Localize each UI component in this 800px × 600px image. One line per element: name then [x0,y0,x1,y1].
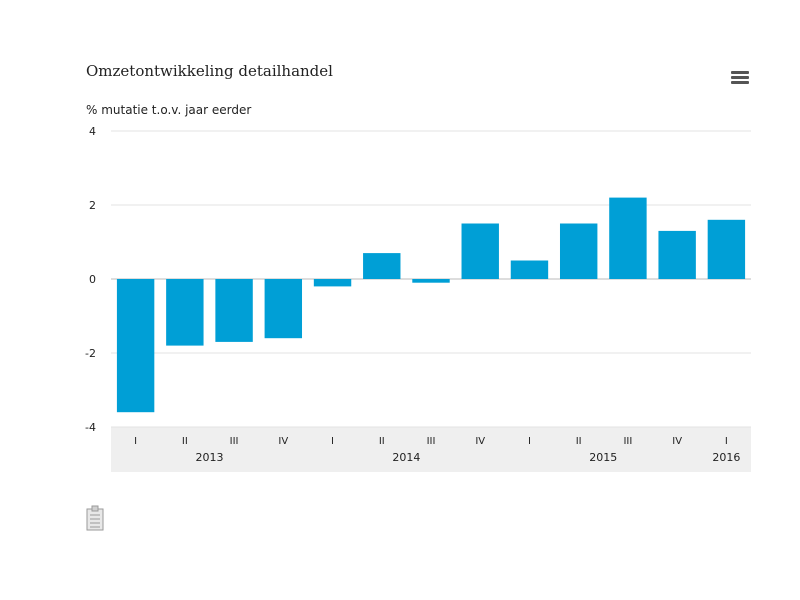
x-tick-label: II [379,436,385,447]
bar[interactable] [116,279,155,413]
chart-title: Omzetontwikkeling detailhandel [86,62,333,80]
x-tick-label: I [528,436,531,447]
year-label: 2015 [589,451,617,464]
x-axis-band-bg [111,427,751,472]
x-tick-label: I [331,436,334,447]
x-tick-label: III [230,436,239,447]
y-tick-labels: -4 -2 0 2 4 [85,125,96,434]
x-tick-label: III [623,436,632,447]
bar[interactable] [313,279,352,287]
x-tick-label: IV [672,436,682,447]
year-label: 2014 [392,451,420,464]
y-tick-label: 4 [89,125,96,138]
y-tick-label: -2 [85,347,96,360]
x-tick-label: I [725,436,728,447]
year-label: 2016 [712,451,740,464]
hamburger-menu-icon[interactable] [731,71,749,85]
y-tick-label: 2 [89,199,96,212]
bar[interactable] [510,260,549,280]
x-tick-label: IV [475,436,485,447]
x-tick-labels: I II III IV I II III IV I II III IV I [134,436,728,447]
bar[interactable] [559,223,598,280]
year-labels: 2013 2014 2015 2016 [195,451,740,464]
bar[interactable] [363,253,401,279]
bar[interactable] [264,279,303,339]
bar[interactable] [609,197,647,279]
year-label: 2013 [195,451,223,464]
clipboard-icon[interactable] [86,505,104,531]
x-axis-band [111,427,751,472]
bars [116,197,746,413]
x-tick-label: II [576,436,582,447]
bar[interactable] [215,279,253,342]
x-tick-label: I [134,436,137,447]
bar[interactable] [707,219,746,279]
x-tick-label: IV [278,436,288,447]
y-tick-label: -4 [85,421,96,434]
x-tick-label: III [427,436,436,447]
bar[interactable] [412,279,450,283]
x-tick-label: II [182,436,188,447]
bar[interactable] [658,230,696,279]
y-axis-label: % mutatie t.o.v. jaar eerder [86,103,252,117]
bar[interactable] [461,223,499,280]
bar[interactable] [166,279,204,346]
y-tick-label: 0 [89,273,96,286]
